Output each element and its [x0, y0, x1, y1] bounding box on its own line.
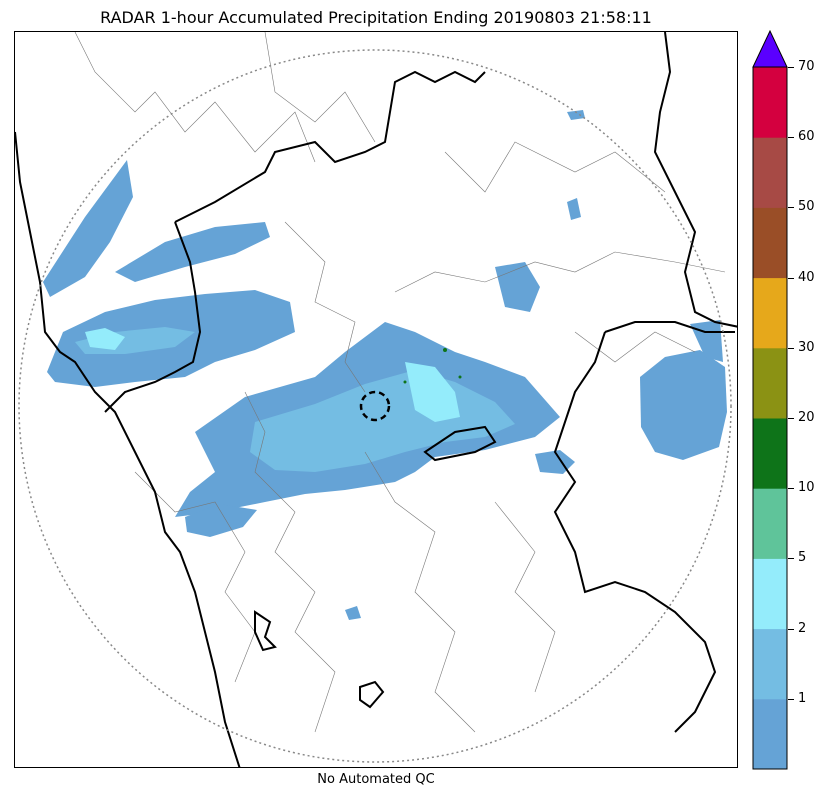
precip-cell-northeast: [495, 262, 540, 312]
precip-heavy-areas: [85, 328, 460, 422]
radar-site-marker: [359, 390, 391, 422]
state-border-southeast: [553, 331, 717, 733]
state-border-central-east: [423, 425, 497, 462]
precip-speck-south: [345, 606, 361, 620]
district-line: [444, 141, 666, 193]
colorbar-tick: [788, 628, 794, 630]
precip-cell-east: [640, 350, 727, 460]
precip-heavy-core: [405, 362, 460, 422]
precip-intense-cell: [403, 380, 407, 384]
district-line: [574, 331, 696, 363]
colorbar-tick: [788, 347, 794, 349]
colorbar-band: [753, 347, 787, 419]
colorbar-tick-label: 60: [798, 129, 815, 145]
colorbar-band: [753, 628, 787, 700]
colorbar-tick: [788, 277, 794, 279]
precip-strip-far-west: [43, 160, 133, 297]
state-enclave-south: [254, 610, 277, 652]
district-line: [74, 32, 316, 163]
colorbar-tick-label: 30: [798, 339, 815, 355]
district-line: [494, 501, 556, 693]
colorbar-band: [753, 488, 787, 559]
precipitation-colorbar: [752, 30, 788, 770]
radar-map-canvas: [15, 32, 737, 767]
colorbar-tick-label: 10: [798, 480, 815, 496]
state-border-north: [174, 70, 486, 223]
colorbar-band: [753, 698, 787, 770]
district-line: [364, 451, 476, 733]
colorbar-tick: [788, 418, 794, 419]
colorbar-tick-label: 5: [798, 550, 807, 566]
colorbar-band: [753, 277, 787, 349]
colorbar-tick-label: 70: [798, 59, 815, 74]
map-title: RADAR 1-hour Accumulated Precipitation E…: [100, 8, 652, 27]
qc-status-label: No Automated QC: [317, 772, 435, 787]
radar-map: [14, 31, 738, 768]
colorbar-tick: [788, 137, 794, 139]
colorbar-tick-label: 1: [798, 690, 807, 706]
precip-intense-cells: [403, 348, 462, 384]
colorbar-tick-label: 50: [798, 199, 815, 215]
precip-light-areas: [43, 110, 727, 620]
precip-heavy-west: [85, 328, 125, 350]
coastline: [15, 131, 241, 767]
colorbar-outline: [752, 66, 788, 770]
state-border-northeast: [653, 32, 737, 328]
state-enclave-south-2: [359, 680, 385, 709]
district-boundaries: [74, 32, 726, 733]
colorbar-band: [753, 67, 787, 138]
state-boundaries: [15, 32, 737, 767]
colorbar-band: [753, 207, 787, 279]
colorbar-tick: [788, 558, 794, 560]
district-line: [394, 251, 726, 293]
district-line: [244, 391, 336, 733]
colorbar-band: [753, 558, 787, 630]
colorbar-extend-triangle: [752, 30, 788, 68]
colorbar-band: [753, 418, 787, 489]
precip-intense-cell: [458, 375, 462, 379]
radar-range-ring: [18, 49, 732, 763]
colorbar-bands: [753, 67, 787, 770]
colorbar-tick: [788, 698, 794, 700]
colorbar-tick: [788, 207, 794, 209]
precip-cell-southwest: [185, 504, 257, 537]
colorbar-tick-label: 20: [798, 410, 815, 425]
precip-speck-east: [567, 198, 581, 220]
state-border-east: [604, 321, 735, 333]
district-line: [264, 32, 376, 143]
district-line: [284, 221, 366, 393]
colorbar-tick: [788, 67, 794, 68]
colorbar-band: [753, 137, 787, 208]
state-border-west: [104, 221, 202, 413]
precip-intense-cell: [443, 348, 447, 352]
precip-speck-north: [567, 110, 585, 120]
precip-band-northwest: [115, 222, 270, 282]
colorbar-tick-label: 2: [798, 620, 807, 636]
colorbar-tick-label: 40: [798, 269, 815, 285]
colorbar-tick: [788, 488, 794, 490]
